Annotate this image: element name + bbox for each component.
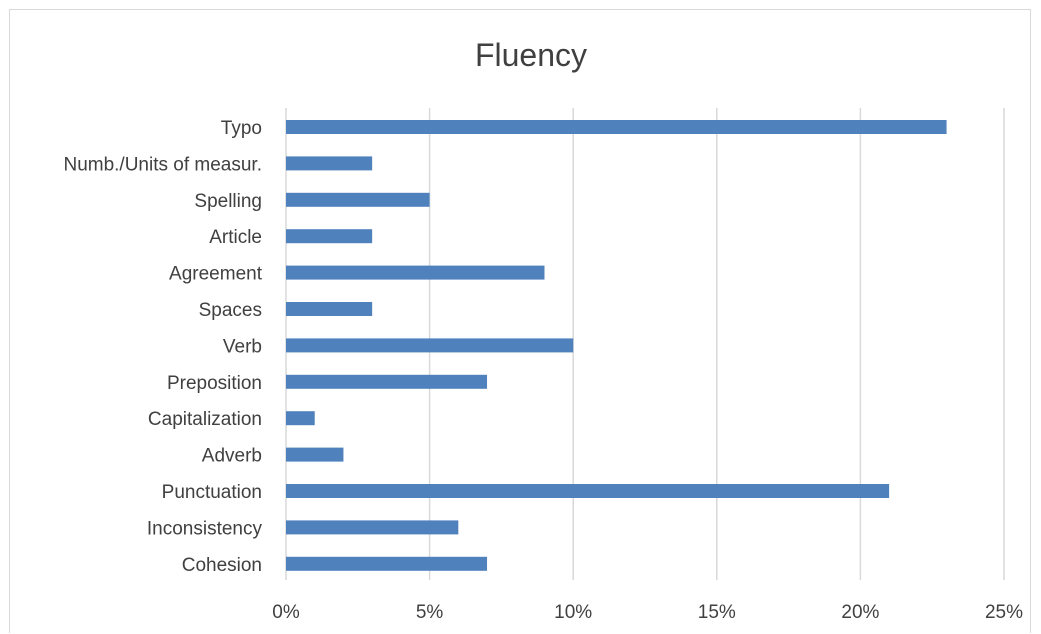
- category-label: Cohesion: [182, 555, 262, 576]
- bar-cohesion: [286, 556, 488, 571]
- x-tick-label: 0%: [272, 602, 300, 623]
- bar-typo: [286, 120, 947, 134]
- bars: [286, 120, 947, 571]
- x-tick-label: 10%: [554, 602, 592, 623]
- x-tick-label: 20%: [841, 602, 879, 623]
- category-label: Spelling: [194, 191, 262, 212]
- category-label: Numb./Units of measur.: [63, 154, 262, 175]
- x-tick-label: 15%: [698, 602, 736, 623]
- category-label: Typo: [221, 118, 262, 139]
- bar-spaces: [286, 302, 373, 316]
- bar-preposition: [286, 374, 488, 389]
- bar-agreement: [286, 265, 545, 280]
- category-label: Verb: [223, 336, 262, 357]
- bar-spelling: [286, 192, 430, 207]
- x-axis-tick-labels: 0% 5% 10% 15% 20% 25%: [272, 602, 1023, 623]
- category-label: Capitalization: [148, 409, 262, 430]
- bar-adverb: [286, 447, 344, 462]
- x-tick-label: 25%: [985, 602, 1023, 623]
- category-label: Punctuation: [162, 482, 262, 503]
- category-label: Adverb: [202, 446, 262, 467]
- bar-numb-units-of-measur: [286, 156, 373, 171]
- category-label: Spaces: [199, 300, 262, 321]
- bar-punctuation: [286, 484, 890, 498]
- category-labels: Typo Numb./Units of measur. Spelling Articl…: [63, 118, 262, 576]
- chart-title: Fluency: [475, 37, 587, 73]
- x-tick-label: 5%: [416, 602, 444, 623]
- category-label: Preposition: [167, 373, 262, 394]
- category-label: Inconsistency: [147, 518, 263, 539]
- bar-article: [286, 229, 373, 244]
- category-label: Article: [209, 227, 262, 248]
- bar-inconsistency: [286, 520, 459, 535]
- bar-verb: [286, 338, 574, 353]
- bar-capitalization: [286, 411, 315, 426]
- category-label: Agreement: [169, 264, 263, 285]
